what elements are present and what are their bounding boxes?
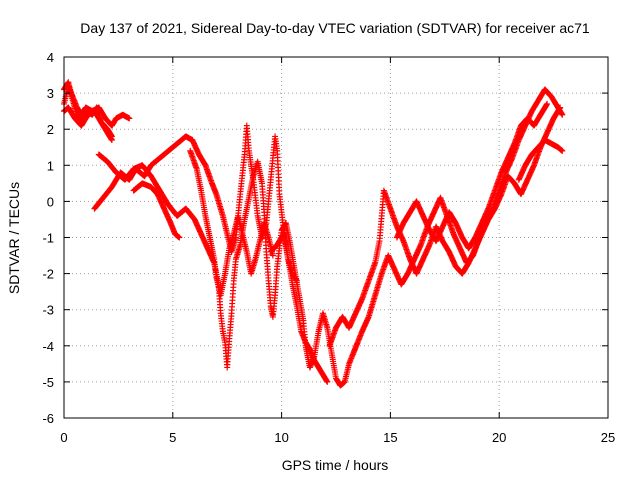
data-point [126,115,133,122]
series-track-8 [267,230,331,385]
series-track-11 [515,137,566,183]
x-tick-label: 5 [169,430,176,445]
x-axis-label: GPS time / hours [282,457,389,473]
data-marks [61,79,566,389]
data-point [544,100,551,107]
data-point [557,104,564,111]
data-point [324,378,331,385]
y-tick-label: -6 [42,411,54,426]
series-track-9 [326,104,564,349]
data-point [269,252,276,259]
y-axis-label: SDTVAR / TECUs [6,182,22,294]
x-tick-label: 15 [383,430,397,445]
series-track-7 [130,180,183,241]
series-track-4 [91,122,300,284]
y-tick-label: 1 [47,158,54,173]
x-tick-label: 10 [274,430,288,445]
data-point [176,234,183,241]
y-tick-label: 3 [47,86,54,101]
chart-title: Day 137 of 2021, Sidereal Day-to-day VTE… [80,20,590,36]
series-track-10 [393,100,551,252]
data-point [559,111,566,118]
y-tick-label: -5 [42,375,54,390]
series-track-3 [61,104,115,144]
y-tick-label: 2 [47,122,54,137]
y-tick-label: 0 [47,194,54,209]
data-point [559,147,566,154]
y-tick-label: 4 [47,50,54,65]
y-tick-label: -1 [42,231,54,246]
y-tick-label: -3 [42,303,54,318]
y-tick-label: -2 [42,267,54,282]
x-tick-label: 20 [492,430,506,445]
ticks: 0 5 10 15 20 25 -6 -5 -4 -3 -2 -1 0 1 2 3 4 [42,50,615,445]
x-tick-label: 0 [60,430,67,445]
data-point [108,137,115,144]
y-tick-label: -4 [42,339,54,354]
x-tick-label: 25 [601,430,615,445]
